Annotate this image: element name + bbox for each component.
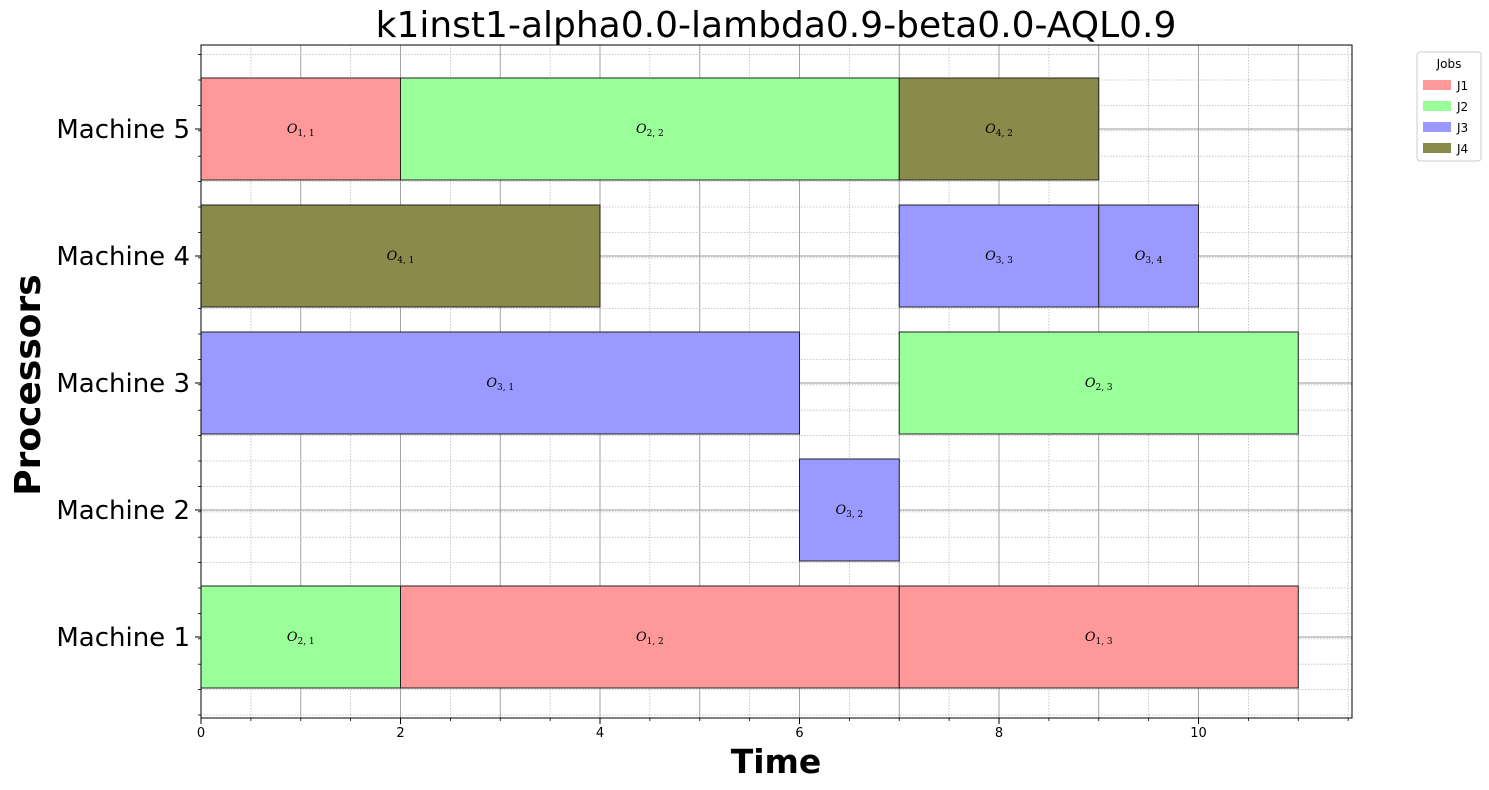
operation-label-main: O [1085, 630, 1096, 645]
operation-label-main: O [985, 249, 996, 264]
operation-label-main: O [486, 376, 497, 391]
operation-label: O2, 1 [287, 630, 315, 647]
x-tick-label: 10 [1190, 726, 1207, 741]
operation-bar [1098, 204, 1199, 308]
chart-title: k1inst1-alpha0.0-lambda0.9-beta0.0-AQL0.… [376, 5, 1177, 46]
operation-bar [200, 77, 401, 181]
legend-label: J1 [1456, 79, 1468, 93]
x-tick-label: 6 [795, 726, 803, 741]
x-tick-label: 0 [197, 726, 205, 741]
operation-label-sub: 4, 2 [996, 129, 1013, 139]
y-tick-label: Machine 3 [56, 369, 190, 399]
legend-label: J2 [1456, 100, 1468, 114]
operation-label: O3, 2 [835, 503, 863, 520]
operation-label: O3, 4 [1135, 249, 1163, 266]
operation-label: O4, 2 [985, 122, 1013, 139]
legend-swatch [1423, 143, 1451, 153]
legend-swatch [1423, 101, 1451, 111]
operation-label-sub: 3, 1 [497, 383, 514, 393]
operation-label: O2, 3 [1085, 376, 1113, 393]
operation-bars: O1, 1 O2, 2 O4, 2O4, 1 O3, 3 O3, 4O3, 1 O2, 3… [200, 77, 1299, 689]
operation-label-main: O [985, 122, 996, 137]
operation-label-main: O [835, 503, 846, 518]
x-tick-label: 8 [995, 726, 1003, 741]
operation-label-main: O [387, 249, 398, 264]
operation-label-sub: 1, 3 [1095, 637, 1112, 647]
plot-frame [200, 44, 1353, 719]
operation-bar [200, 585, 401, 689]
operation-label-sub: 3, 3 [996, 256, 1013, 266]
operation-bar [898, 204, 1100, 308]
operation-label-main: O [1135, 249, 1146, 264]
operation-label-sub: 1, 2 [647, 637, 664, 647]
operation-label-sub: 3, 4 [1145, 256, 1162, 266]
axes: 0 2 4 6 8 10 Machine 1 Machine 2 Machine 3 Machin… [56, 44, 1353, 741]
operation-label: O1, 3 [1085, 630, 1113, 647]
operation-bar [200, 204, 601, 308]
operation-label: O4, 1 [387, 249, 415, 266]
y-tick-label: Machine 4 [56, 242, 190, 272]
y-axis-label: Processors [8, 274, 49, 495]
legend-label: J3 [1456, 121, 1468, 135]
legend: Jobs J1 J2 J3 J4 [1416, 51, 1482, 162]
operation-label-main: O [636, 630, 647, 645]
x-axis-label: Time [731, 742, 822, 781]
operation-label-sub: 4, 1 [397, 256, 414, 266]
x-tick-label: 2 [396, 726, 404, 741]
operation-label-sub: 1, 1 [297, 129, 314, 139]
operation-label: O3, 3 [985, 249, 1013, 266]
operation-label-sub: 2, 2 [647, 129, 664, 139]
x-tick-label: 4 [596, 726, 604, 741]
operation-label-sub: 2, 1 [297, 637, 314, 647]
operation-label-main: O [287, 122, 298, 137]
legend-swatch [1423, 80, 1451, 90]
y-tick-label: Machine 5 [56, 115, 190, 145]
operation-label-sub: 3, 2 [846, 510, 863, 520]
operation-bar [200, 331, 800, 435]
operation-label: O1, 1 [287, 122, 315, 139]
operation-label: O2, 2 [636, 122, 664, 139]
operation-label-main: O [287, 630, 298, 645]
operation-bar [898, 331, 1299, 435]
operation-bar [898, 585, 1299, 689]
operation-bar [400, 77, 900, 181]
operation-label-sub: 2, 3 [1095, 383, 1112, 393]
y-tick-label: Machine 1 [56, 623, 190, 653]
operation-label-main: O [636, 122, 647, 137]
legend-label: J4 [1456, 142, 1468, 156]
legend-swatch [1423, 122, 1451, 132]
operation-label: O3, 1 [486, 376, 514, 393]
operation-label-main: O [1085, 376, 1096, 391]
operation-bar [400, 585, 900, 689]
legend-title: Jobs [1436, 57, 1462, 71]
y-tick-label: Machine 2 [56, 496, 190, 526]
operation-bar [799, 458, 900, 562]
operation-bar [898, 77, 1100, 181]
operation-label: O1, 2 [636, 630, 664, 647]
